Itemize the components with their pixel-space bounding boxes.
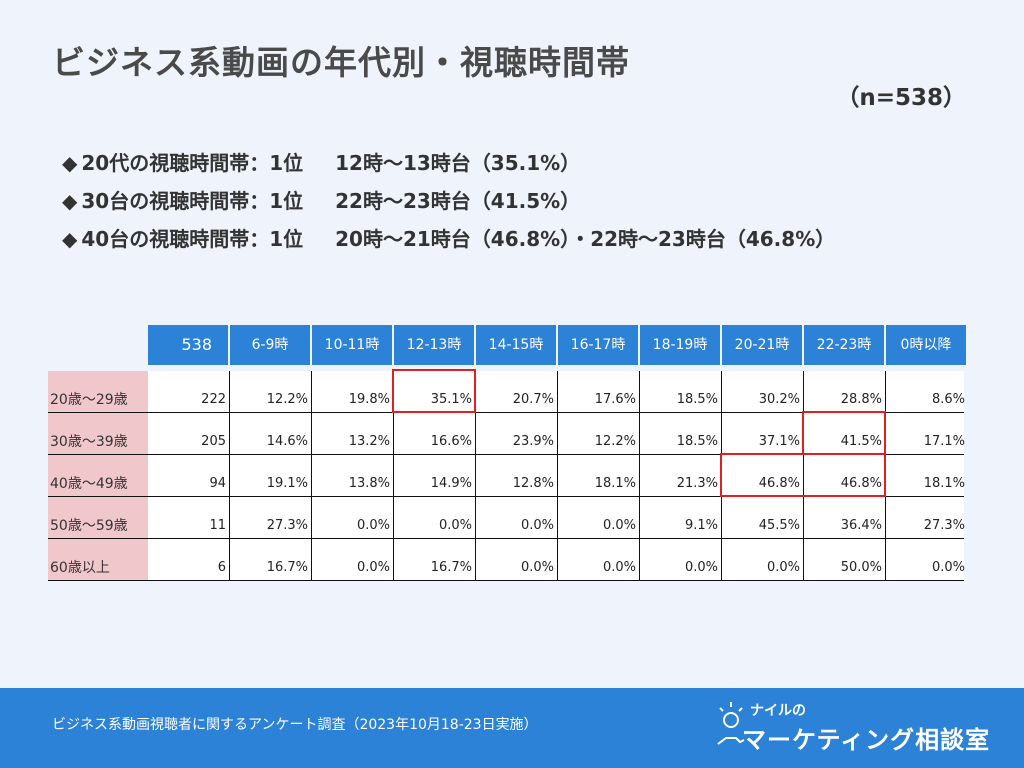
percentage-cell: 20.7% [476,371,558,412]
percentage-cell: 18.5% [640,413,722,454]
percentage-cell: 27.3% [230,497,312,538]
respondent-count: 222 [148,371,230,412]
percentage-cell: 14.6% [230,413,312,454]
table-row: 60歳以上 6 16.7% 0.0% 16.7% 0.0% 0.0% 0.0% 0.0% 50.0… [48,539,965,581]
percentage-cell: 37.1% [722,413,804,454]
percentage-cell: 9.1% [640,497,722,538]
header-time-slot: 18-19時 [640,325,720,365]
summary-detail: 12時～13時台（35.1%） [335,151,581,175]
percentage-cell: 0.0% [558,497,640,538]
footer-bar: ビジネス系動画視聴者に関するアンケート調査（2023年10月18-23日実施） … [0,688,1024,768]
table-header-row: 538 6-9時 10-11時 12-13時 14-15時 16-17時 18-19時 20-… [48,325,966,365]
header-time-slot: 12-13時 [394,325,474,365]
percentage-cell: 13.2% [312,413,394,454]
percentage-cell: 19.1% [230,455,312,496]
header-time-slot: 0時以降 [886,325,966,365]
summary-item: ◆ 40台の視聴時間帯：1位 20時～21時台（46.8%）・22時～23時台（46… [62,222,835,260]
percentage-cell: 8.6% [931,392,965,407]
percentage-cell: 0.0% [312,497,394,538]
percentage-cell: 12.2% [230,371,312,412]
brand-logo: ナイルの マーケティング相談室 [706,700,989,758]
percentage-cell: 36.4% [804,497,886,538]
logo-main-text: マーケティング相談室 [742,726,991,754]
header-total: 538 [148,325,228,365]
percentage-cell: 0.0% [558,539,640,580]
summary-item: ◆ 30台の視聴時間帯：1位 22時～23時台（41.5%） [62,184,835,222]
percentage-cell: 46.8% [722,455,804,496]
table-row: 20歳～29歳 222 12.2% 19.8% 35.1% 20.7% 17.6% 18.5%… [48,371,965,413]
percentage-cell: 30.2% [722,371,804,412]
summary-item: ◆ 20代の視聴時間帯：1位 12時～13時台（35.1%） [62,146,835,184]
percentage-cell: 46.8% [804,455,886,496]
respondent-count: 94 [148,455,230,496]
percentage-cell: 16.6% [394,413,476,454]
summary-list: ◆ 20代の視聴時間帯：1位 12時～13時台（35.1%） ◆ 30台の視聴時間帯：… [62,146,835,260]
header-time-slot: 10-11時 [312,325,392,365]
age-group-label: 50歳～59歳 [48,497,148,538]
percentage-cell: 23.9% [476,413,558,454]
age-group-label: 30歳～39歳 [48,413,148,454]
diamond-icon: ◆ [62,151,78,175]
percentage-cell: 18.1% [923,476,965,491]
lightbulb-icon [717,702,745,745]
percentage-cell: 0.0% [722,539,804,580]
percentage-cell: 0.0% [394,497,476,538]
summary-detail: 22時～23時台（41.5%） [335,189,581,213]
header-time-slot: 22-23時 [804,325,884,365]
header-time-slot: 20-21時 [722,325,802,365]
sample-size: （n=538） [836,85,966,111]
diamond-icon: ◆ [62,227,78,251]
percentage-cell: 13.8% [312,455,394,496]
age-group-label: 20歳～29歳 [48,371,148,412]
table-row: 30歳～39歳 205 14.6% 13.2% 16.6% 23.9% 12.2% 18.5%… [48,413,965,455]
summary-text: 20代の視聴時間帯：1位 [81,151,304,175]
header-time-slot: 16-17時 [558,325,638,365]
age-group-label: 60歳以上 [48,539,148,580]
summary-detail: 20時～21時台（46.8%）・22時～23時台（46.8%） [335,227,836,251]
summary-text: 40台の視聴時間帯：1位 [81,227,304,251]
table-row: 50歳～59歳 11 27.3% 0.0% 0.0% 0.0% 0.0% 9.1% 45.5% 3… [48,497,965,539]
percentage-cell: 12.2% [558,413,640,454]
respondent-count: 6 [148,539,230,580]
viewing-time-table: 538 6-9時 10-11時 12-13時 14-15時 16-17時 18-19時 20-… [48,325,966,581]
percentage-cell: 17.6% [558,371,640,412]
percentage-cell: 50.0% [804,539,886,580]
table-row: 40歳～49歳 94 19.1% 13.8% 14.9% 12.8% 18.1% 21.3% 4… [48,455,965,497]
percentage-cell: 16.7% [230,539,312,580]
diamond-icon: ◆ [62,189,78,213]
percentage-cell: 16.7% [394,539,476,580]
respondent-count: 11 [148,497,230,538]
percentage-cell: 27.3% [923,518,965,533]
percentage-cell: 0.0% [476,539,558,580]
percentage-cell: 0.0% [640,539,722,580]
survey-source: ビジネス系動画視聴者に関するアンケート調査（2023年10月18-23日実施） [52,717,538,733]
header-time-slot: 14-15時 [476,325,556,365]
percentage-cell: 45.5% [722,497,804,538]
logo-small-text: ナイルの [750,703,806,719]
age-group-label: 40歳～49歳 [48,455,148,496]
percentage-cell: 41.5% [804,413,886,454]
summary-text: 30台の視聴時間帯：1位 [81,189,304,213]
header-time-slot: 6-9時 [230,325,310,365]
percentage-cell: 35.1% [394,371,476,412]
page-title: ビジネス系動画の年代別・視聴時間帯 [52,43,630,82]
percentage-cell: 0.0% [476,497,558,538]
percentage-cell: 17.1% [923,434,965,449]
percentage-cell: 28.8% [804,371,886,412]
percentage-cell: 18.5% [640,371,722,412]
percentage-cell: 14.9% [394,455,476,496]
percentage-cell: 12.8% [476,455,558,496]
percentage-cell: 19.8% [312,371,394,412]
respondent-count: 205 [148,413,230,454]
percentage-cell: 0.0% [931,560,965,575]
percentage-cell: 18.1% [558,455,640,496]
percentage-cell: 0.0% [312,539,394,580]
percentage-cell: 21.3% [640,455,722,496]
